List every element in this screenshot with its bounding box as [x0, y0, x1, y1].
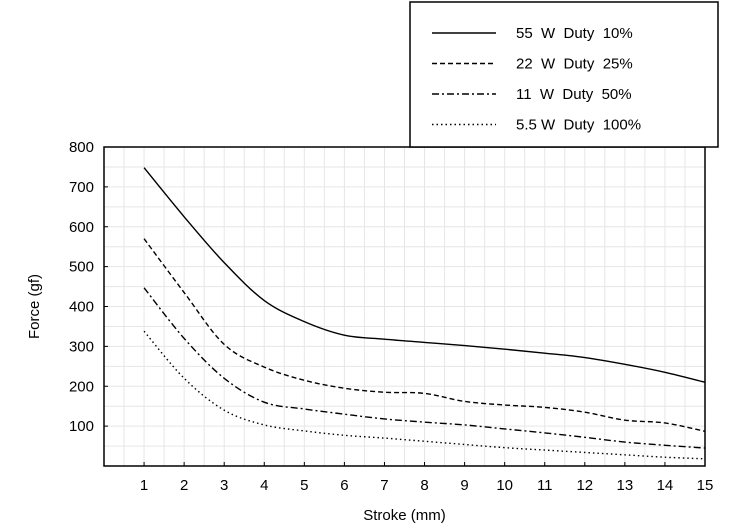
y-axis-title: Force (gf) — [26, 274, 43, 339]
legend-box — [409, 1, 719, 148]
x-tick-label: 4 — [260, 477, 268, 494]
x-tick-label: 10 — [496, 477, 513, 494]
y-tick-label: 100 — [69, 418, 94, 435]
y-tick-label: 700 — [69, 179, 94, 196]
x-tick-label: 1 — [140, 477, 148, 494]
x-tick-label: 8 — [420, 477, 428, 494]
legend-label: 5.5 W Duty 100% — [516, 117, 641, 134]
x-axis-title: Stroke (mm) — [363, 507, 446, 524]
series-line-1 — [143, 167, 706, 383]
x-tick-label: 12 — [576, 477, 593, 494]
x-tick-label: 14 — [657, 477, 674, 494]
x-tick-label: 6 — [340, 477, 348, 494]
series-line-4 — [143, 330, 706, 460]
grid — [103, 146, 706, 467]
legend-label: 22 W Duty 25% — [516, 56, 633, 73]
legend: 55 W Duty 10% 22 W Duty 25% 11 W Duty 50% 5… — [409, 1, 719, 148]
x-tick-label: 3 — [220, 477, 228, 494]
y-tick-label: 600 — [69, 219, 94, 236]
x-tick-label: 7 — [380, 477, 388, 494]
x-tick-label: 5 — [300, 477, 308, 494]
series-lines — [143, 167, 706, 460]
legend-label: 55 W Duty 10% — [516, 25, 633, 42]
x-tick-label: 2 — [180, 477, 188, 494]
legend-label: 11 W Duty 50% — [516, 86, 632, 103]
y-tick-label: 200 — [69, 378, 94, 395]
axis-ticks: 1 2 3 4 5 6 7 8 9 10 11 12 13 14 151002003004005006007… — [69, 139, 713, 494]
x-tick-label: 13 — [617, 477, 634, 494]
series-line-2 — [143, 238, 706, 432]
y-tick-label: 800 — [69, 139, 94, 156]
series-line-3 — [143, 287, 706, 449]
y-tick-label: 300 — [69, 338, 94, 355]
x-tick-label: 15 — [697, 477, 714, 494]
y-tick-label: 400 — [69, 299, 94, 316]
x-tick-label: 11 — [537, 477, 553, 494]
x-tick-label: 9 — [460, 477, 468, 494]
y-tick-label: 500 — [69, 259, 94, 276]
